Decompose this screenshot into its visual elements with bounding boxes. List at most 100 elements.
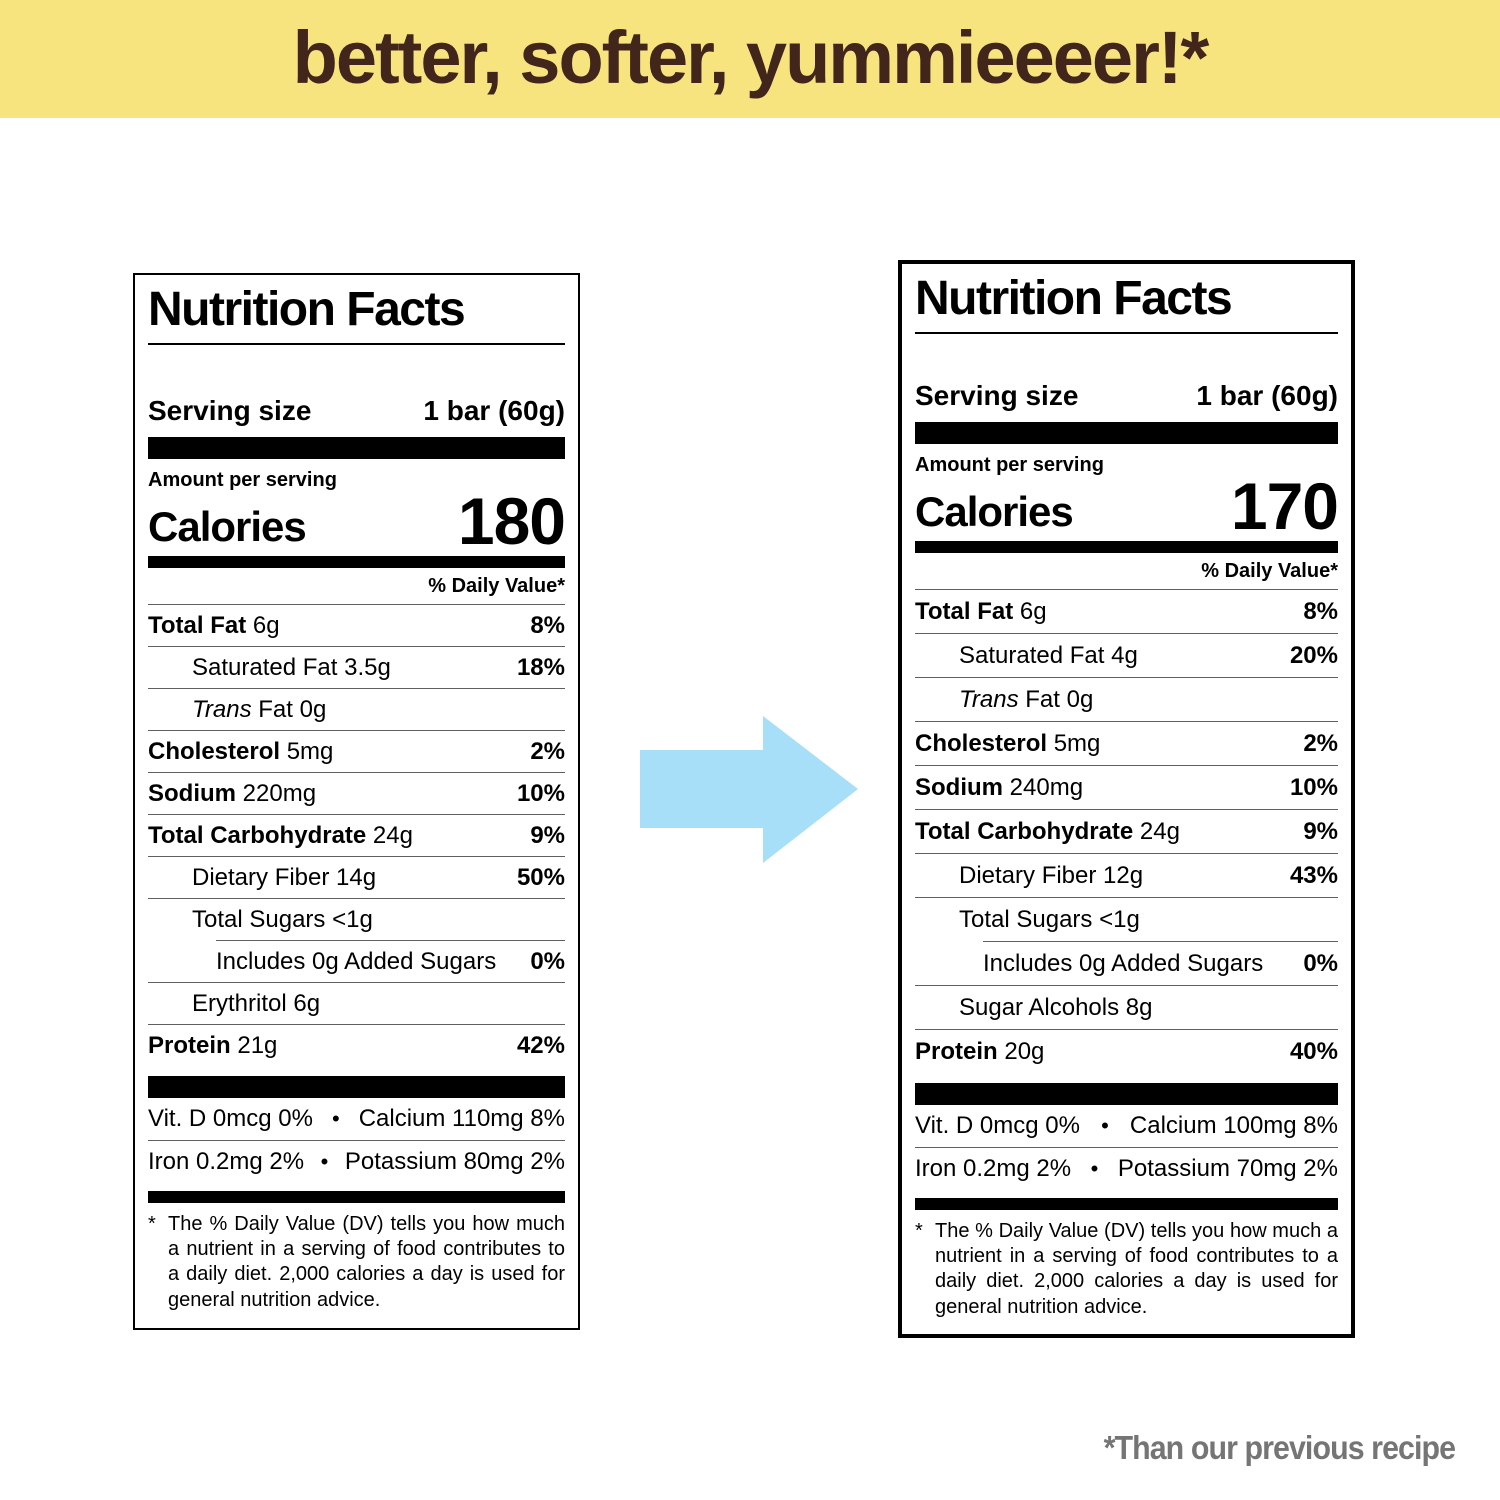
nutrient-name: Total Fat xyxy=(148,611,247,639)
nutrient-name: Cholesterol xyxy=(915,729,1048,757)
calories-value: 180 xyxy=(457,483,566,558)
daily-value-header: % Daily Value* xyxy=(1201,560,1338,583)
calcium-value: Calcium 100mg 8% xyxy=(1129,1112,1338,1140)
nutrient-row-saturated-fat: Saturated Fat 4g 20% xyxy=(915,633,1338,677)
daily-value-header: % Daily Value* xyxy=(428,575,565,598)
nutrient-name: Includes 0g Added Sugars xyxy=(216,947,497,975)
nutrient-dv: 18% xyxy=(516,653,565,681)
nutrient-row-total-fat: Total Fat 6g 8% xyxy=(915,589,1338,633)
calcium-value: Calcium 110mg 8% xyxy=(358,1105,565,1133)
nutrient-name: Total Sugars xyxy=(959,905,1093,933)
nutrient-dv: 10% xyxy=(1289,773,1338,801)
vitamin-d-value: Vit. D 0mcg 0% xyxy=(915,1112,1080,1140)
nutrient-rows: Total Fat 6g 8% Saturated Fat 3.5g 18% T… xyxy=(148,604,565,1066)
nutrition-label-before: Nutrition Facts Serving size 1 bar (60g)… xyxy=(133,273,580,1330)
nutrient-row-dietary-fiber: Dietary Fiber 12g 43% xyxy=(915,853,1338,897)
recipe-disclaimer: *Than our previous recipe xyxy=(1103,1429,1455,1466)
nutrient-name-italic: Trans xyxy=(959,685,1019,713)
calories-value: 170 xyxy=(1230,468,1339,543)
nutrient-name: Total Sugars xyxy=(192,905,326,933)
nutrient-row-sodium: Sodium 240mg 10% xyxy=(915,765,1338,809)
medium-divider-bar xyxy=(148,556,565,569)
nutrient-amount: 8g xyxy=(1125,993,1153,1021)
calories-row: Calories 170 xyxy=(915,468,1339,543)
nutrient-dv: 40% xyxy=(1289,1037,1338,1065)
thick-divider-bar xyxy=(915,421,1338,444)
serving-size-label: Serving size xyxy=(148,394,312,426)
spacer xyxy=(915,334,1338,380)
nutrient-name-italic: Trans xyxy=(192,695,252,723)
nutrient-name: Includes 0g Added Sugars xyxy=(983,949,1264,977)
nutrient-row-total-carbohydrate: Total Carbohydrate 24g 9% xyxy=(915,809,1338,853)
nutrient-amount: 4g xyxy=(1111,641,1138,669)
nutrient-name: Dietary Fiber xyxy=(192,863,330,891)
bullet-separator: • xyxy=(1101,1113,1109,1139)
amount-per-serving-label: Amount per serving xyxy=(148,468,337,491)
calories-label: Calories xyxy=(915,488,1074,536)
nutrient-dv: 50% xyxy=(516,863,565,891)
nutrient-name: Protein xyxy=(915,1037,998,1065)
nutrient-name: Dietary Fiber xyxy=(959,861,1097,889)
nutrient-name: Protein xyxy=(148,1031,231,1059)
bullet-separator: • xyxy=(320,1149,329,1175)
nutrient-row-protein: Protein 20g 40% xyxy=(915,1029,1338,1073)
nutrient-row-protein: Protein 21g 42% xyxy=(148,1024,565,1066)
nutrient-amount: 6g xyxy=(1019,597,1047,625)
nutrient-rows: Total Fat 6g 8% Saturated Fat 4g 20% Tra… xyxy=(915,589,1338,1073)
footnote-text: The % Daily Value (DV) tells you how muc… xyxy=(168,1213,565,1311)
daily-value-footnote: * The % Daily Value (DV) tells you how m… xyxy=(915,1219,1338,1320)
nutrition-label-after: Nutrition Facts Serving size 1 bar (60g)… xyxy=(898,260,1355,1338)
nutrient-name: Total Carbohydrate xyxy=(915,817,1134,845)
serving-size-row: Serving size 1 bar (60g) xyxy=(915,380,1338,412)
daily-value-footnote: * The % Daily Value (DV) tells you how m… xyxy=(148,1212,565,1313)
nutrient-row-total-carbohydrate: Total Carbohydrate 24g 9% xyxy=(148,814,565,856)
banner-headline: better, softer, yummieeeer!* xyxy=(292,15,1210,99)
nutrient-dv: 10% xyxy=(516,779,565,807)
nutrient-dv: 20% xyxy=(1289,641,1338,669)
banner: better, softer, yummieeeer!* xyxy=(0,0,1500,118)
thick-divider-bar xyxy=(915,1083,1338,1106)
arrow-right-icon xyxy=(640,716,858,863)
nutrient-row-trans-fat: Trans Fat 0g xyxy=(148,688,565,730)
nutrient-amount: 6g xyxy=(252,611,280,639)
nutrient-dv: 8% xyxy=(1303,597,1338,625)
bullet-separator: • xyxy=(331,1106,340,1132)
micronutrient-row-2: Iron 0.2mg 2% • Potassium 70mg 2% xyxy=(915,1147,1338,1190)
nutrient-row-saturated-fat: Saturated Fat 3.5g 18% xyxy=(148,646,565,688)
nutrient-amount: 5mg xyxy=(286,737,334,765)
medium-divider-bar xyxy=(915,541,1338,554)
serving-size-value: 1 bar (60g) xyxy=(1196,379,1338,411)
nutrient-name: Erythritol xyxy=(192,989,287,1017)
thick-divider-bar xyxy=(148,436,565,459)
nutrient-amount: 12g xyxy=(1103,861,1144,889)
nutrient-amount: 24g xyxy=(1139,817,1180,845)
nutrient-amount: <1g xyxy=(332,905,373,933)
nutrient-dv: 9% xyxy=(1303,817,1338,845)
spacer xyxy=(148,345,565,395)
nutrient-name: Sodium xyxy=(915,773,1003,801)
medium-divider-bar xyxy=(148,1191,565,1204)
footnote-asterisk: * xyxy=(915,1220,923,1243)
nutrient-row-cholesterol: Cholesterol 5mg 2% xyxy=(915,721,1338,765)
nutrient-row-erythritol: Erythritol 6g xyxy=(148,982,565,1024)
nutrient-amount: 3.5g xyxy=(344,653,391,681)
nutrient-name: Fat xyxy=(1025,685,1060,713)
nutrient-row-added-sugars: Includes 0g Added Sugars 0% xyxy=(983,941,1338,985)
label-title: Nutrition Facts xyxy=(148,285,565,345)
nutrient-name: Cholesterol xyxy=(148,737,281,765)
nutrient-row-sugar-alcohols: Sugar Alcohols 8g xyxy=(915,985,1338,1029)
nutrient-row-total-sugars: Total Sugars <1g xyxy=(148,898,565,940)
nutrient-amount: 14g xyxy=(336,863,377,891)
nutrient-name: Total Carbohydrate xyxy=(148,821,367,849)
nutrient-dv: 2% xyxy=(1303,729,1338,757)
nutrient-name: Sodium xyxy=(148,779,236,807)
calories-row: Calories 180 xyxy=(148,483,566,558)
nutrient-row-sodium: Sodium 220mg 10% xyxy=(148,772,565,814)
nutrient-amount: 0g xyxy=(1066,685,1094,713)
micronutrient-row-1: Vit. D 0mcg 0% • Calcium 110mg 8% xyxy=(148,1098,565,1140)
thick-divider-bar xyxy=(148,1076,565,1099)
calories-label: Calories xyxy=(148,503,307,551)
nutrient-amount: 220mg xyxy=(242,779,317,807)
serving-size-row: Serving size 1 bar (60g) xyxy=(148,395,565,427)
nutrient-amount: <1g xyxy=(1099,905,1140,933)
